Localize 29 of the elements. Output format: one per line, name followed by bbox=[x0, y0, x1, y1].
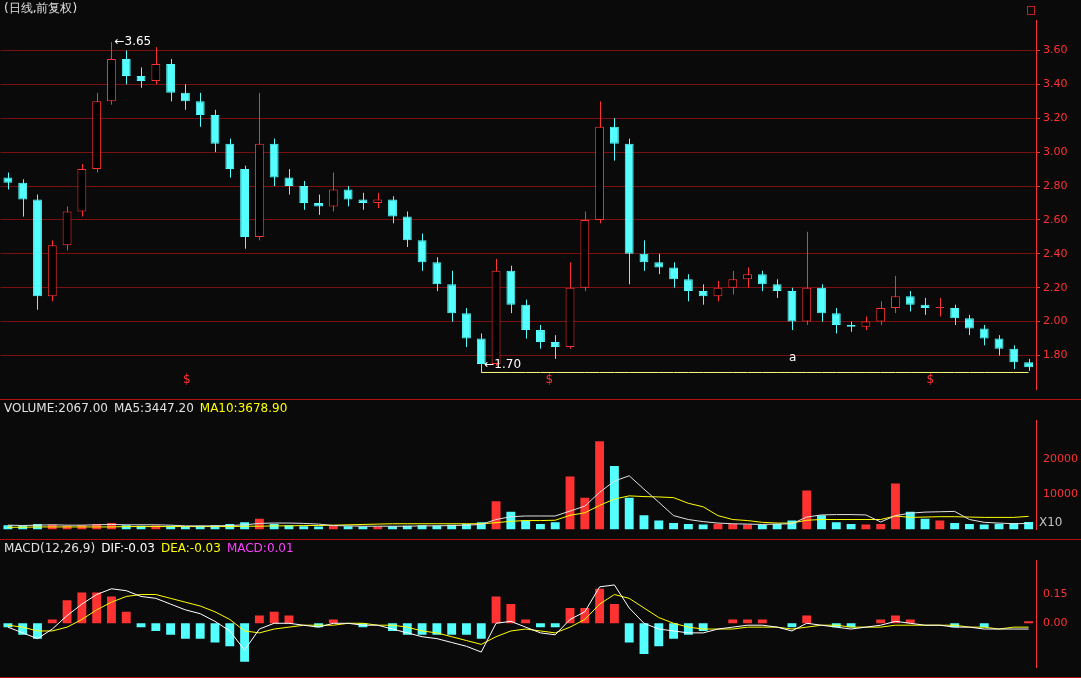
y-tick-label: 2.80 bbox=[1043, 178, 1068, 192]
annotation: ←3.65 bbox=[114, 34, 152, 49]
y-tick-label: 3.60 bbox=[1043, 43, 1068, 57]
y-tick-label: 3.20 bbox=[1043, 111, 1068, 125]
y-tick-label: 10000 bbox=[1043, 486, 1078, 500]
y-tick-label: 1.80 bbox=[1043, 348, 1068, 362]
annotation: $ bbox=[183, 371, 191, 386]
y-tick-label: 3.40 bbox=[1043, 77, 1068, 91]
y-tick-label: 2.20 bbox=[1043, 280, 1068, 294]
text: DIF:-0.03 bbox=[101, 541, 155, 556]
y-tick-label: 3.00 bbox=[1043, 145, 1068, 159]
y-tick-label: 0.00 bbox=[1043, 616, 1068, 630]
y-tick-label: 20000 bbox=[1043, 451, 1078, 465]
y-tick-label: 0.15 bbox=[1043, 587, 1068, 601]
text: MACD:0.01 bbox=[226, 541, 294, 556]
text: DEA:-0.03 bbox=[160, 541, 221, 556]
annotation: ←1.70 bbox=[484, 356, 522, 371]
annotation: $ bbox=[926, 371, 935, 386]
chart-title: (日线,前复权) bbox=[4, 1, 78, 16]
y-tick-label: 2.00 bbox=[1043, 314, 1068, 328]
chart-title: MACD(12,26,9) bbox=[4, 541, 96, 556]
text: MA5:3447.20 bbox=[113, 401, 194, 416]
y-tick-label: 2.60 bbox=[1043, 212, 1068, 226]
text: MA10:3678.90 bbox=[199, 401, 288, 416]
y-tick-label: 2.40 bbox=[1043, 246, 1068, 260]
chart-title: VOLUME:2067.00 bbox=[4, 401, 108, 416]
annotation: a bbox=[788, 349, 797, 364]
text: X10 bbox=[1039, 514, 1063, 529]
annotation: $ bbox=[545, 371, 554, 386]
